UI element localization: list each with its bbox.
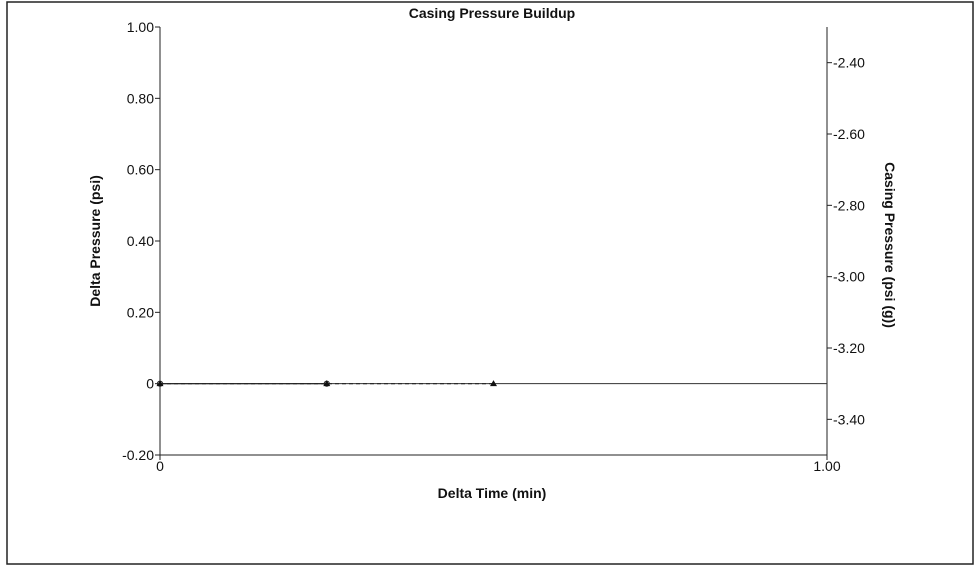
x-tick-label: 0 [156,458,164,474]
y-tick-label: 0 [146,376,154,392]
y2-tick-label: -3.00 [833,269,865,285]
y-tick-label: 0.20 [127,304,154,320]
x-axis-label: Delta Time (min) [438,485,547,501]
left-y-ticks: -0.20 0 0.20 0.40 0.60 0.80 1.00 [122,19,160,463]
y-tick-label: 0.80 [127,90,154,106]
series-group [156,380,827,387]
chart-title: Casing Pressure Buildup [409,5,575,21]
y2-tick-label: -3.40 [833,411,865,427]
x-ticks: 0 1.00 [156,455,841,474]
y-tick-label: 0.60 [127,162,154,178]
y-axis-label: Delta Pressure (psi) [87,175,103,307]
data-point-triangle [490,380,497,387]
chart-border [6,1,974,565]
y2-tick-label: -2.80 [833,197,865,213]
y2-tick-label: -3.20 [833,340,865,356]
data-point-triangle [323,380,331,387]
y-tick-label: 0.40 [127,233,154,249]
y-tick-label: -0.20 [122,447,154,463]
y-tick-label: 1.00 [127,19,154,35]
y2-tick-label: -2.60 [833,126,865,142]
y2-tick-label: -2.40 [833,55,865,71]
x-tick-label: 1.00 [813,458,840,474]
data-point-triangle [156,380,164,387]
y2-axis-label: Casing Pressure (psi (g)) [882,162,898,328]
right-y-ticks: -2.40 -2.60 -2.80 -3.00 -3.20 -3.40 [827,55,865,427]
